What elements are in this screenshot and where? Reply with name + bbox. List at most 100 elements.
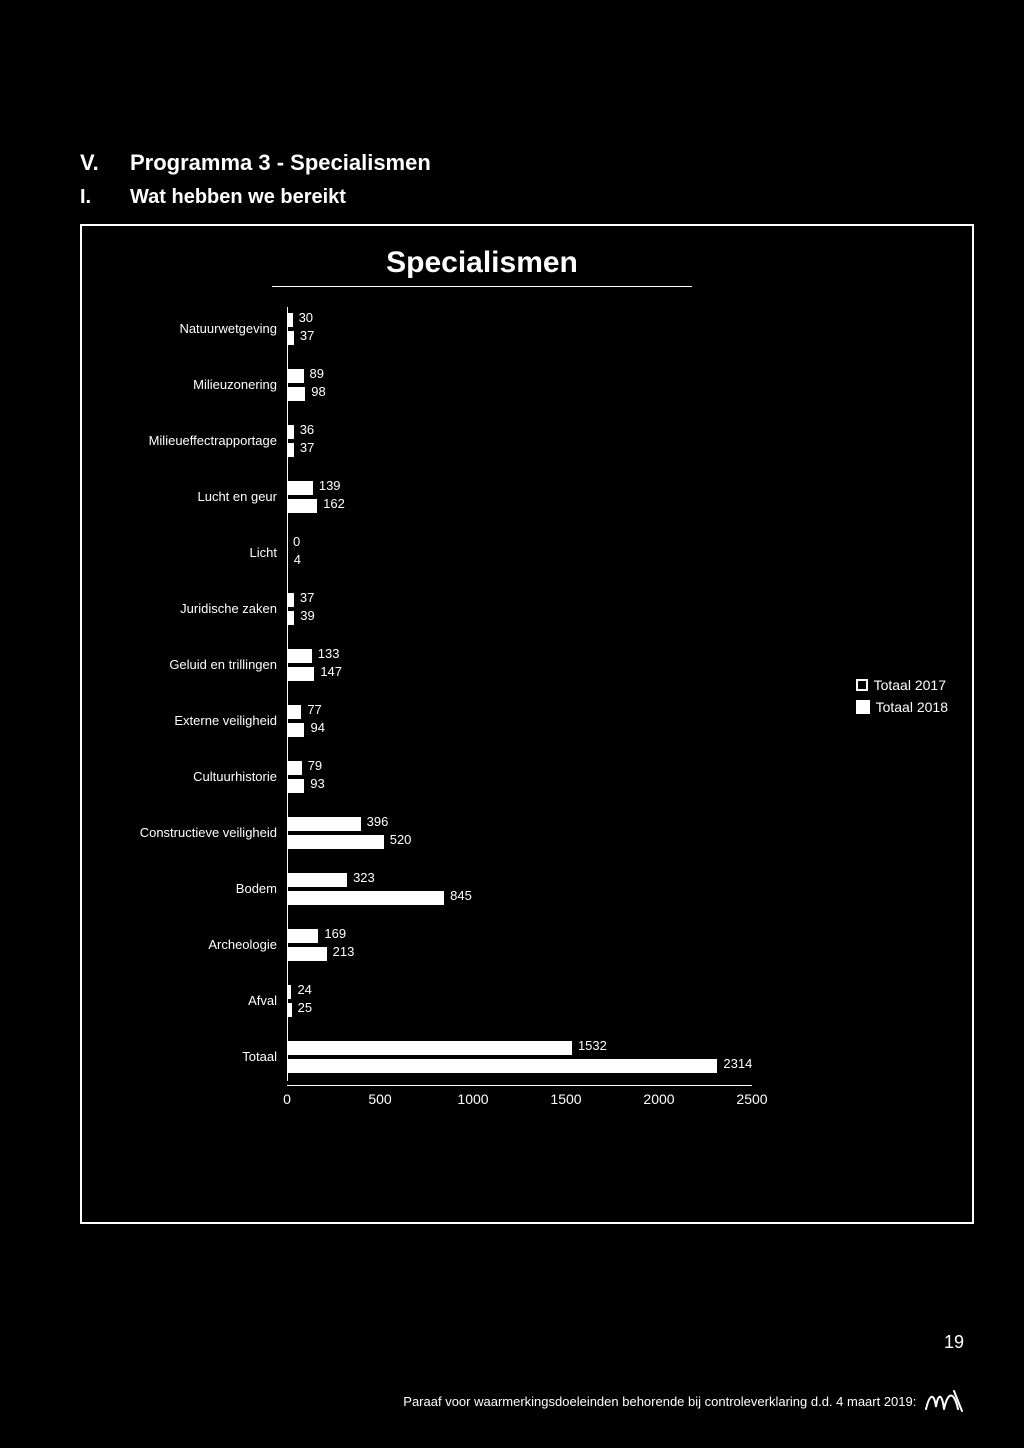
bar-2018: [287, 779, 304, 793]
initials-icon: [924, 1387, 964, 1418]
bar-2018: [287, 443, 294, 457]
bar-2017: [287, 425, 294, 439]
x-tick-label: 1000: [457, 1091, 488, 1107]
bar-2017: [287, 649, 312, 663]
category-label: Cultuurhistorie: [102, 769, 277, 784]
value-label-2017: 139: [319, 478, 341, 493]
bars-group: 04: [287, 531, 752, 577]
chart-row: Externe veiligheid7794: [102, 699, 952, 745]
value-label-2018: 93: [310, 776, 324, 791]
chart-area: Totaal 2017 Totaal 2018 Natuurwetgeving3…: [102, 297, 952, 1157]
bar-2017: [287, 705, 301, 719]
category-label: Constructieve veiligheid: [102, 825, 277, 840]
value-label-2017: 0: [293, 534, 300, 549]
value-label-2018: 162: [323, 496, 345, 511]
category-label: Juridische zaken: [102, 601, 277, 616]
subheading-text: Wat hebben we bereikt: [130, 186, 346, 209]
category-label: Licht: [102, 545, 277, 560]
category-label: Externe veiligheid: [102, 713, 277, 728]
value-label-2018: 147: [320, 664, 342, 679]
value-label-2018: 520: [390, 832, 412, 847]
category-label: Bodem: [102, 881, 277, 896]
x-tick-label: 1500: [550, 1091, 581, 1107]
heading-number: V.: [80, 150, 130, 176]
bars-group: 3739: [287, 587, 752, 633]
x-tick-label: 500: [368, 1091, 391, 1107]
bars-group: 396520: [287, 811, 752, 857]
heading-text: Programma 3 - Specialismen: [130, 150, 431, 176]
footer-text: Paraaf voor waarmerkingsdoeleinden behor…: [403, 1387, 964, 1418]
bars-group: 7993: [287, 755, 752, 801]
bar-2018: [287, 723, 304, 737]
chart-row: Afval2425: [102, 979, 952, 1025]
bars-group: 169213: [287, 923, 752, 969]
bar-2017: [287, 761, 302, 775]
chart-row: Archeologie169213: [102, 923, 952, 969]
bars-group: 3637: [287, 419, 752, 465]
bars-group: 7794: [287, 699, 752, 745]
x-tick-label: 0: [283, 1091, 291, 1107]
chart-row: Constructieve veiligheid 396520: [102, 811, 952, 857]
bar-2018: [287, 387, 305, 401]
x-tick-label: 2000: [643, 1091, 674, 1107]
value-label-2017: 323: [353, 870, 375, 885]
category-label: Natuurwetgeving: [102, 321, 277, 336]
value-label-2018: 37: [300, 440, 314, 455]
value-label-2017: 169: [324, 926, 346, 941]
value-label-2018: 2314: [723, 1056, 752, 1071]
bars-group: 15322314: [287, 1035, 752, 1081]
value-label-2017: 79: [308, 758, 322, 773]
bars-group: 133147: [287, 643, 752, 689]
x-axis-labels: 05001000150020002500: [287, 1091, 752, 1109]
chart-row: Natuurwetgeving 3037: [102, 307, 952, 353]
chart-row: Licht 04: [102, 531, 952, 577]
value-label-2017: 36: [300, 422, 314, 437]
bars-group: 3037: [287, 307, 752, 353]
chart-container: Specialismen Totaal 2017 Totaal 2018 Nat…: [80, 224, 974, 1224]
value-label-2018: 845: [450, 888, 472, 903]
page-number: 19: [944, 1332, 964, 1353]
bars-group: 2425: [287, 979, 752, 1025]
bar-2018: [287, 891, 444, 905]
bar-2018: [287, 667, 314, 681]
bar-2017: [287, 1041, 572, 1055]
chart-row: Milieueffectrapportage3637: [102, 419, 952, 465]
chart-row: Juridische zaken3739: [102, 587, 952, 633]
value-label-2017: 30: [299, 310, 313, 325]
bar-2017: [287, 369, 304, 383]
footer-caption: Paraaf voor waarmerkingsdoeleinden behor…: [403, 1394, 916, 1409]
bar-2018: [287, 947, 327, 961]
chart-row: Milieuzonering 8998: [102, 363, 952, 409]
bar-2018: [287, 835, 384, 849]
bars-group: 139162: [287, 475, 752, 521]
value-label-2017: 37: [300, 590, 314, 605]
bar-2017: [287, 593, 294, 607]
category-label: Milieueffectrapportage: [102, 433, 277, 448]
category-label: Milieuzonering: [102, 377, 277, 392]
x-axis-line: [287, 1085, 752, 1086]
value-label-2017: 77: [307, 702, 321, 717]
value-label-2018: 39: [300, 608, 314, 623]
category-label: Afval: [102, 993, 277, 1008]
subheading-number: I.: [80, 186, 130, 209]
value-label-2017: 133: [318, 646, 340, 661]
bars-group: 323 845: [287, 867, 752, 913]
category-label: Geluid en trillingen: [102, 657, 277, 672]
bar-2018: [287, 331, 294, 345]
value-label-2018: 98: [311, 384, 325, 399]
x-tick-label: 2500: [736, 1091, 767, 1107]
value-label-2018: 25: [298, 1000, 312, 1015]
chart-row: Geluid en trillingen133147: [102, 643, 952, 689]
value-label-2017: 24: [297, 982, 311, 997]
value-label-2018: 213: [333, 944, 355, 959]
chart-title: Specialismen: [272, 246, 692, 287]
value-label-2018: 94: [310, 720, 324, 735]
bar-2018: [287, 611, 294, 625]
category-label: Lucht en geur: [102, 489, 277, 504]
category-label: Archeologie: [102, 937, 277, 952]
chart-row: Totaal15322314: [102, 1035, 952, 1081]
bars-group: 8998: [287, 363, 752, 409]
bar-2018: [287, 1059, 717, 1073]
bar-2018: [287, 499, 317, 513]
bar-2017: [287, 481, 313, 495]
